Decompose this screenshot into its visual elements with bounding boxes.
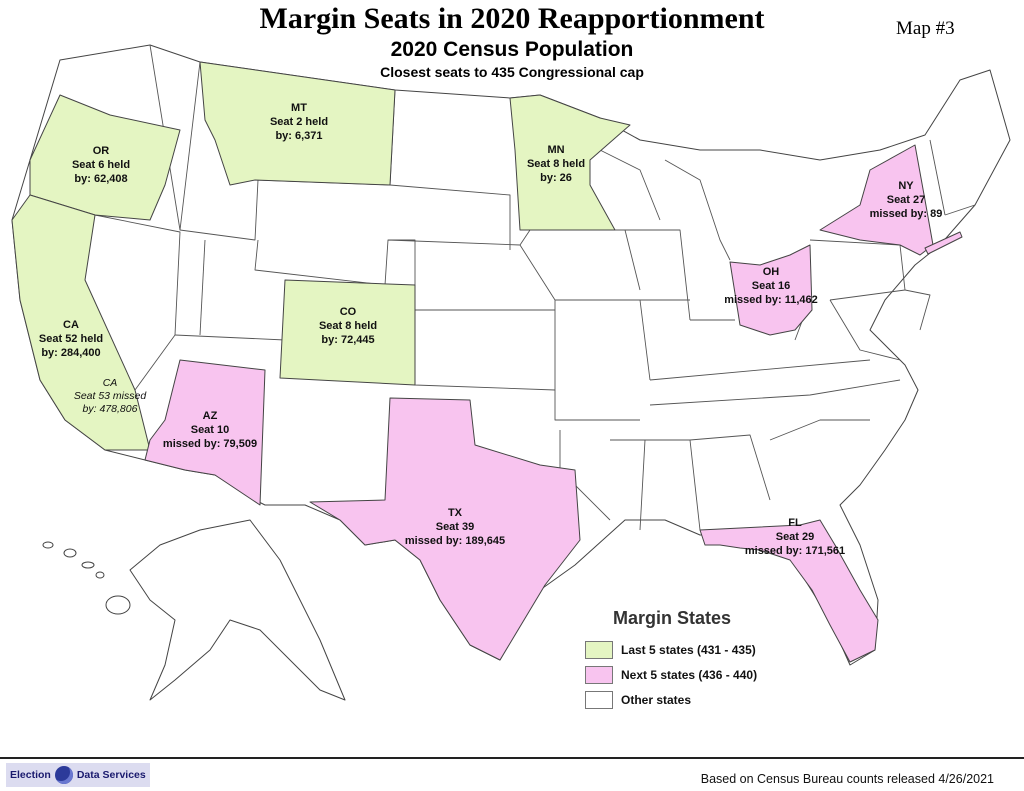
state-az	[144, 359, 266, 506]
globe-icon	[54, 766, 73, 784]
label-co: CO Seat 8 held by: 72,445	[318, 306, 378, 346]
state-co	[279, 279, 416, 386]
map-title: Margin Seats in 2020 Reapportionment	[259, 2, 765, 35]
legend-item-last5: Last 5 states (431 - 435)	[585, 637, 785, 662]
map-subtitle: 2020 Census Population	[390, 38, 634, 61]
state-tx	[309, 397, 581, 661]
legend-title: Margin States	[613, 608, 732, 628]
label-or: OR Seat 6 held by: 62,408	[71, 145, 131, 185]
state-oh	[729, 244, 813, 336]
state-mt	[199, 61, 396, 186]
legend-item-next5: Next 5 states (436 - 440)	[585, 662, 785, 687]
logo-text-left: Election	[10, 769, 51, 781]
legend-item-other: Other states	[585, 687, 785, 712]
legend-swatch-next5	[585, 665, 613, 684]
source-note: Based on Census Bureau counts released 4…	[700, 772, 994, 786]
legend-swatch-last5	[585, 640, 613, 659]
state-ny	[819, 144, 934, 256]
label-ca: CA Seat 52 held by: 284,400	[38, 319, 104, 359]
label-ny: NY Seat 27 missed by: 89	[869, 180, 943, 220]
state-ny-li	[924, 231, 963, 255]
legend: Margin States Last 5 states (431 - 435) …	[585, 608, 785, 712]
state-fl	[699, 519, 879, 663]
label-mn: MN Seat 8 held by: 26	[526, 144, 586, 184]
election-data-services-logo: Election Data Services	[6, 763, 150, 787]
legend-swatch-other	[585, 690, 613, 709]
map-number: Map #3	[896, 18, 955, 39]
state-hi	[42, 541, 131, 615]
label-tx: TX Seat 39 missed by: 189,645	[404, 507, 506, 547]
state-ak	[129, 519, 346, 701]
legend-label-last5: Last 5 states (431 - 435)	[621, 642, 756, 657]
label-fl: FL Seat 29 missed by: 171,561	[744, 517, 846, 557]
legend-label-other: Other states	[621, 692, 692, 707]
legend-label-next5: Next 5 states (436 - 440)	[621, 667, 758, 682]
state-ca	[11, 194, 151, 451]
label-az: AZ Seat 10 missed by: 79,509	[162, 410, 258, 450]
logo-text-right: Data Services	[76, 769, 146, 781]
state-mn	[509, 94, 631, 231]
map-subsubtitle: Closest seats to 435 Congressional cap	[380, 64, 644, 80]
label-oh: OH Seat 16 missed by: 11,462	[724, 266, 818, 306]
footer-divider	[0, 757, 1024, 759]
label-ca-seat53: CA Seat 53 missed by: 478,806	[73, 377, 147, 415]
label-mt: MT Seat 2 held by: 6,371	[269, 102, 329, 142]
